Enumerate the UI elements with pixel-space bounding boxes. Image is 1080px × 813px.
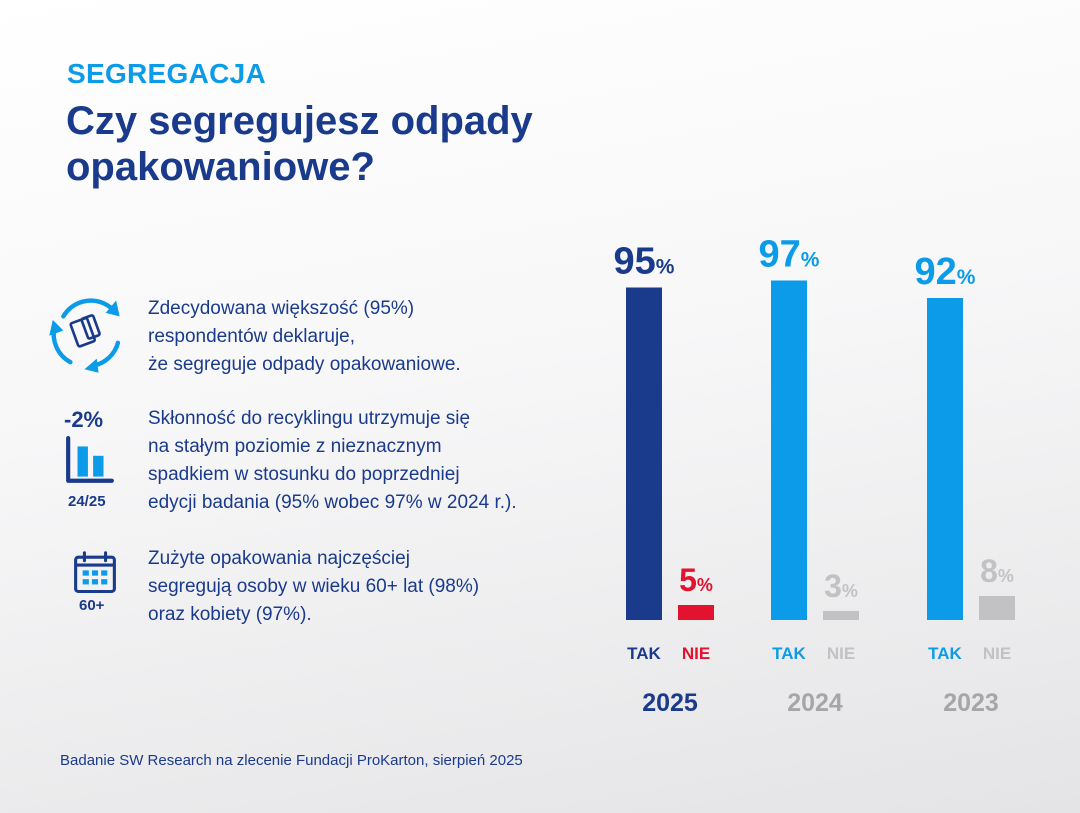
bar-2023-nie — [979, 596, 1015, 620]
point-age: 60+ Zużyte opakowania najczęściej segreg… — [40, 545, 600, 635]
value-label-2023-tak: 92% — [915, 251, 976, 293]
year-label-2025: 2025 — [642, 689, 698, 717]
kicker-label: SEGREGACJA — [67, 58, 267, 89]
year-label-2024: 2024 — [787, 689, 843, 717]
age-badge: 60+ — [79, 597, 105, 614]
bar-2024-nie — [823, 611, 859, 620]
text-line: respondentów deklaruje, — [148, 326, 356, 347]
bar-2025-nie — [678, 605, 714, 620]
category-label: NIE — [983, 644, 1011, 663]
value-label-2024-nie: 3% — [824, 568, 858, 604]
category-label: TAK — [928, 644, 962, 663]
bar-2023-tak — [927, 298, 963, 620]
text-line: segregują osoby w wieku 60+ lat (98%) — [148, 576, 480, 597]
value-label-2025-nie: 5% — [679, 562, 713, 598]
category-label: TAK — [627, 644, 661, 663]
point-recycle: Zdecydowana większość (95%) respondentów… — [40, 295, 600, 390]
point-text-1: Zdecydowana większość (95%) respondentów… — [148, 295, 598, 379]
point-text-2: Skłonność do recyklingu utrzymuje się na… — [148, 405, 598, 517]
trend-badge-value: -2% — [64, 407, 104, 432]
text-line: Zdecydowana większość (95%) — [148, 298, 415, 319]
year-label-2023: 2023 — [943, 689, 999, 717]
value-label-2024-tak: 97% — [759, 234, 820, 276]
text-line: Zużyte opakowania najczęściej — [148, 548, 410, 569]
text-line: oraz kobiety (97%). — [148, 604, 312, 625]
value-label-2025-tak: 95% — [614, 241, 675, 283]
category-label: NIE — [682, 644, 710, 663]
text-line: Skłonność do recyklingu utrzymuje się — [148, 408, 471, 429]
text-line: na stałym poziomie z nieznacznym — [148, 436, 442, 457]
trend-badge-period: 24/25 — [68, 493, 106, 510]
bar-chart-icon — [66, 436, 114, 483]
value-label-2023-nie: 8% — [980, 553, 1014, 589]
bar-2025-tak — [626, 287, 662, 620]
category-label: TAK — [772, 644, 806, 663]
category-label: NIE — [827, 644, 855, 663]
text-line: edycji badania (95% wobec 97% w 2024 r.)… — [148, 492, 517, 513]
point-text-3: Zużyte opakowania najczęściej segregują … — [148, 545, 598, 629]
page-title: Czy segregujesz odpady opakowaniowe? — [66, 99, 533, 189]
text-line: że segreguje odpady opakowaniowe. — [148, 354, 461, 375]
bar-2024-tak — [771, 280, 807, 620]
point-trend: -2% 24/25 Skłonność do recyklingu utrzym… — [40, 405, 600, 515]
text-line: spadkiem w stosunku do poprzedniej — [148, 464, 460, 485]
recycle-icon — [49, 298, 121, 373]
source-note: Badanie SW Research na zlecenie Fundacji… — [60, 752, 523, 769]
calendar-icon — [74, 551, 116, 594]
